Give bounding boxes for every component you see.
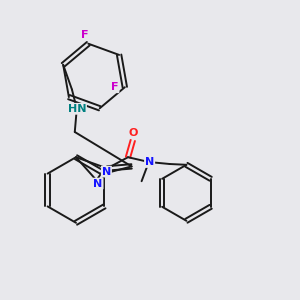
Text: F: F (81, 30, 89, 40)
Text: N: N (145, 157, 154, 167)
Text: O: O (128, 128, 137, 138)
Text: N: N (93, 178, 103, 189)
Text: HN: HN (68, 104, 86, 114)
Text: F: F (111, 82, 118, 92)
Text: N: N (102, 167, 111, 177)
